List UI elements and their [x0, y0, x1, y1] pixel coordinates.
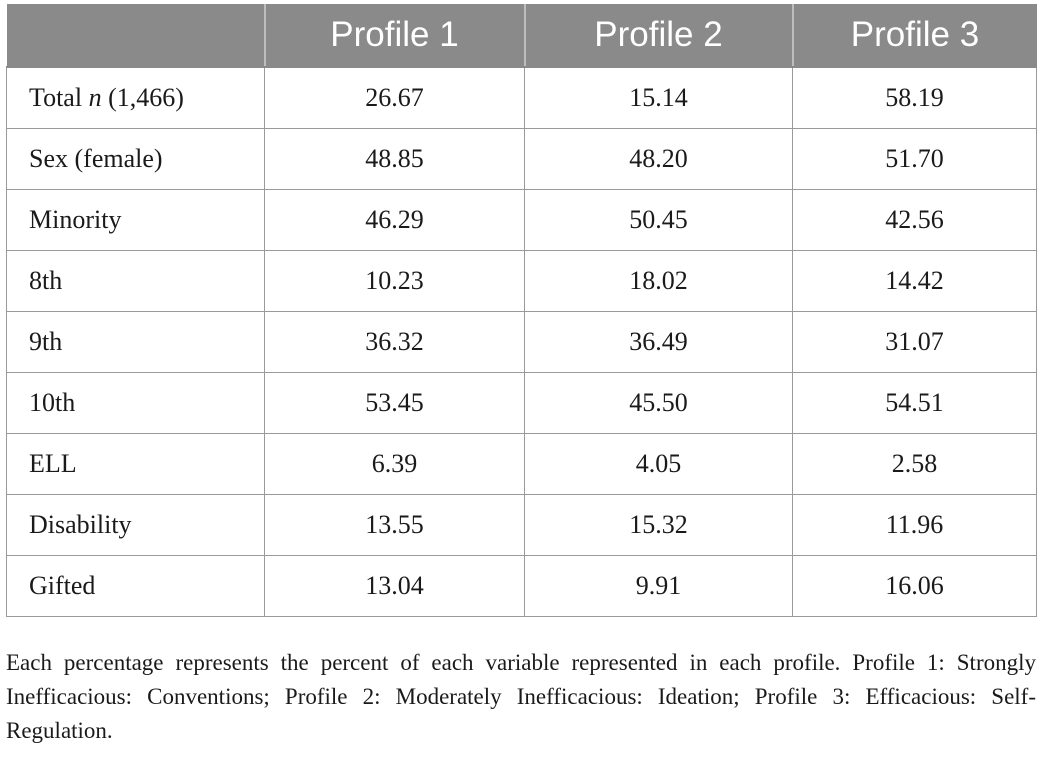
value-cell-profile-3: 16.06	[792, 555, 1037, 617]
header-cell-variable	[6, 4, 266, 68]
row-label: Minority	[6, 189, 265, 251]
value-cell-profile-2: 4.05	[524, 433, 793, 495]
value-cell-profile-2: 48.20	[524, 128, 793, 190]
value-cell-profile-1: 13.04	[264, 555, 525, 617]
table-row: Total n (1,466) 26.67 15.14 58.19	[6, 67, 1037, 129]
row-label-text: Gifted	[29, 571, 96, 600]
row-label: Gifted	[6, 555, 265, 617]
profile-table: Profile 1 Profile 2 Profile 3 Total n (1…	[6, 4, 1037, 617]
profile-table-container: Profile 1 Profile 2 Profile 3 Total n (1…	[6, 4, 1037, 617]
value-cell-profile-3: 42.56	[792, 189, 1037, 251]
value-cell-profile-1: 26.67	[264, 67, 525, 129]
header-cell-profile-3: Profile 3	[792, 4, 1037, 68]
table-header: Profile 1 Profile 2 Profile 3	[6, 4, 1037, 68]
row-label: ELL	[6, 433, 265, 495]
row-label: 8th	[6, 250, 265, 312]
table-body: Total n (1,466) 26.67 15.14 58.19 Sex (femal…	[6, 67, 1037, 617]
table-row: 9th 36.32 36.49 31.07	[6, 311, 1037, 373]
row-label-text: Sex (female)	[29, 144, 163, 173]
table-row: Gifted 13.04 9.91 16.06	[6, 555, 1037, 617]
value-cell-profile-2: 18.02	[524, 250, 793, 312]
value-cell-profile-2: 15.32	[524, 494, 793, 556]
row-label: 9th	[6, 311, 265, 373]
table-row: Sex (female) 48.85 48.20 51.70	[6, 128, 1037, 190]
value-cell-profile-2: 36.49	[524, 311, 793, 373]
value-cell-profile-1: 13.55	[264, 494, 525, 556]
header-cell-profile-2: Profile 2	[524, 4, 794, 68]
row-label-text: 9th	[29, 327, 63, 356]
row-label-text: Total	[29, 83, 89, 112]
row-label-text: Disability	[29, 510, 132, 539]
value-cell-profile-2: 9.91	[524, 555, 793, 617]
table-row: Disability 13.55 15.32 11.96	[6, 494, 1037, 556]
value-cell-profile-2: 45.50	[524, 372, 793, 434]
header-row: Profile 1 Profile 2 Profile 3	[6, 4, 1037, 68]
value-cell-profile-3: 11.96	[792, 494, 1037, 556]
row-label-text: 10th	[29, 388, 76, 417]
row-label: Disability	[6, 494, 265, 556]
value-cell-profile-3: 14.42	[792, 250, 1037, 312]
row-label-text: 8th	[29, 266, 63, 295]
value-cell-profile-1: 53.45	[264, 372, 525, 434]
row-label-text: ELL	[29, 449, 77, 478]
row-label-text: Minority	[29, 205, 122, 234]
value-cell-profile-3: 54.51	[792, 372, 1037, 434]
value-cell-profile-3: 51.70	[792, 128, 1037, 190]
row-label: 10th	[6, 372, 265, 434]
table-footnote: Each percentage represents the percent o…	[6, 650, 1036, 743]
value-cell-profile-3: 58.19	[792, 67, 1037, 129]
row-label: Total n (1,466)	[6, 67, 265, 129]
value-cell-profile-1: 46.29	[264, 189, 525, 251]
value-cell-profile-1: 36.32	[264, 311, 525, 373]
table-row: 10th 53.45 45.50 54.51	[6, 372, 1037, 434]
table-row: ELL 6.39 4.05 2.58	[6, 433, 1037, 495]
value-cell-profile-3: 2.58	[792, 433, 1037, 495]
table-row: 8th 10.23 18.02 14.42	[6, 250, 1037, 312]
value-cell-profile-1: 10.23	[264, 250, 525, 312]
row-label-italic: n	[88, 83, 102, 112]
table-row: Minority 46.29 50.45 42.56	[6, 189, 1037, 251]
value-cell-profile-1: 48.85	[264, 128, 525, 190]
value-cell-profile-2: 15.14	[524, 67, 793, 129]
row-label-suffix: (1,466)	[101, 83, 184, 112]
value-cell-profile-2: 50.45	[524, 189, 793, 251]
row-label: Sex (female)	[6, 128, 265, 190]
value-cell-profile-1: 6.39	[264, 433, 525, 495]
header-cell-profile-1: Profile 1	[264, 4, 526, 68]
value-cell-profile-3: 31.07	[792, 311, 1037, 373]
